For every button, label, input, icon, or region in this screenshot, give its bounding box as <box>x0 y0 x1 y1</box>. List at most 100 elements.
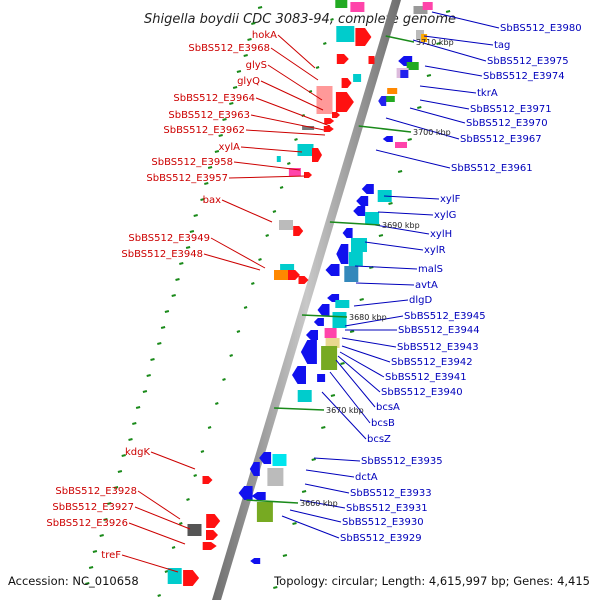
gene-label-right[interactable]: SbBS512_E3940 <box>381 387 463 398</box>
gene-feature[interactable] <box>167 568 182 584</box>
gene-feature[interactable] <box>382 136 393 142</box>
gene-feature[interactable] <box>316 86 333 114</box>
gene-label-left[interactable]: xylA <box>219 142 241 153</box>
gene-feature[interactable] <box>344 266 359 282</box>
gene-feature[interactable] <box>250 558 261 564</box>
gene-feature[interactable] <box>335 0 348 8</box>
gene-label-right[interactable]: dctA <box>355 472 378 483</box>
gene-feature[interactable] <box>259 452 272 464</box>
gene-feature[interactable] <box>335 92 354 112</box>
gene-feature[interactable] <box>395 142 407 148</box>
gene-feature[interactable] <box>321 346 338 370</box>
gene-feature[interactable] <box>298 276 309 284</box>
gene-feature[interactable] <box>325 264 340 276</box>
gene-label-left[interactable]: SbBS512_E3949 <box>128 233 210 244</box>
gene-feature[interactable] <box>348 252 363 266</box>
gene-feature[interactable] <box>384 96 395 102</box>
gene-feature[interactable] <box>279 220 293 230</box>
gene-feature[interactable] <box>202 476 213 484</box>
gene-feature[interactable] <box>400 70 409 78</box>
gene-feature[interactable] <box>332 312 347 328</box>
gene-feature[interactable] <box>365 212 380 224</box>
gene-feature[interactable] <box>350 2 365 12</box>
gene-feature[interactable] <box>317 304 330 316</box>
gene-feature[interactable] <box>274 270 288 280</box>
gene-label-left[interactable]: SbBS512_E3968 <box>188 43 270 54</box>
gene-label-right[interactable]: bcsA <box>376 402 400 413</box>
gene-label-right[interactable]: SbBS512_E3980 <box>500 23 582 34</box>
gene-feature[interactable] <box>272 454 287 466</box>
gene-feature[interactable] <box>416 30 424 40</box>
gene-feature[interactable] <box>387 88 398 94</box>
gene-feature[interactable] <box>256 502 273 522</box>
gene-feature[interactable] <box>325 338 340 348</box>
gene-feature[interactable] <box>292 366 306 384</box>
gene-feature[interactable] <box>302 126 315 130</box>
gene-feature[interactable] <box>406 62 419 70</box>
gene-label-right[interactable]: bcsZ <box>367 434 391 445</box>
gene-feature[interactable] <box>312 148 322 162</box>
gene-feature[interactable] <box>336 244 349 264</box>
gene-label-left[interactable]: SbBS512_E3963 <box>168 110 250 121</box>
gene-label-left[interactable]: glyQ <box>237 76 260 87</box>
gene-feature[interactable] <box>276 156 281 162</box>
gene-feature[interactable] <box>297 144 314 156</box>
gene-label-right[interactable]: malS <box>418 264 443 275</box>
gene-feature[interactable] <box>356 196 369 206</box>
gene-label-right[interactable]: SbBS512_E3941 <box>385 372 467 383</box>
gene-feature[interactable] <box>336 26 355 42</box>
gene-feature[interactable] <box>288 270 300 280</box>
gene-feature[interactable] <box>183 570 200 586</box>
gene-label-left[interactable]: glyS <box>246 60 267 71</box>
gene-label-right[interactable]: tag <box>494 40 510 51</box>
gene-label-left[interactable]: SbBS512_E3928 <box>55 486 137 497</box>
gene-label-left[interactable]: kdgK <box>125 447 150 458</box>
gene-feature[interactable] <box>341 78 352 88</box>
gene-feature[interactable] <box>297 390 312 402</box>
gene-label-left[interactable]: treF <box>101 550 121 561</box>
gene-label-right[interactable]: xylH <box>430 229 452 240</box>
gene-feature[interactable] <box>300 340 317 364</box>
gene-feature[interactable] <box>267 468 284 486</box>
gene-feature[interactable] <box>317 374 326 382</box>
gene-feature[interactable] <box>422 2 433 10</box>
gene-feature[interactable] <box>336 54 349 64</box>
gene-label-left[interactable]: SbBS512_E3964 <box>173 93 255 104</box>
gene-label-right[interactable]: xylF <box>440 194 461 205</box>
gene-label-right[interactable]: SbBS512_E3967 <box>460 134 542 145</box>
gene-feature[interactable] <box>332 112 340 118</box>
gene-feature[interactable] <box>342 228 353 238</box>
gene-label-right[interactable]: SbBS512_E3943 <box>397 342 479 353</box>
gene-label-left[interactable]: hokA <box>252 30 277 41</box>
gene-label-left[interactable]: bax <box>203 195 221 206</box>
gene-label-right[interactable]: SbBS512_E3970 <box>466 118 548 129</box>
gene-label-left[interactable]: SbBS512_E3948 <box>121 249 203 260</box>
gene-label-right[interactable]: SbBS512_E3933 <box>350 488 432 499</box>
gene-feature[interactable] <box>280 264 295 272</box>
gene-label-left[interactable]: SbBS512_E3957 <box>146 173 228 184</box>
gene-label-right[interactable]: SbBS512_E3931 <box>346 503 428 514</box>
gene-feature[interactable] <box>378 96 387 106</box>
gene-feature[interactable] <box>304 172 312 178</box>
gene-label-right[interactable]: tkrA <box>477 88 498 99</box>
gene-feature[interactable] <box>413 6 428 14</box>
gene-feature[interactable] <box>368 56 375 64</box>
gene-label-right[interactable]: xylG <box>434 210 456 221</box>
gene-feature[interactable] <box>313 318 324 326</box>
gene-label-left[interactable]: SbBS512_E3927 <box>52 502 134 513</box>
gene-label-right[interactable]: SbBS512_E3935 <box>361 456 443 467</box>
gene-feature[interactable] <box>335 300 350 308</box>
gene-feature[interactable] <box>238 486 253 500</box>
gene-label-right[interactable]: SbBS512_E3961 <box>451 163 533 174</box>
gene-feature[interactable] <box>353 74 362 82</box>
gene-feature[interactable] <box>293 226 304 236</box>
gene-feature[interactable] <box>353 206 366 216</box>
gene-label-right[interactable]: SbBS512_E3930 <box>342 517 424 528</box>
gene-feature[interactable] <box>351 238 367 252</box>
gene-label-left[interactable]: SbBS512_E3962 <box>163 125 245 136</box>
gene-feature[interactable] <box>251 492 266 500</box>
gene-label-left[interactable]: SbBS512_E3926 <box>46 518 128 529</box>
gene-label-right[interactable]: SbBS512_E3929 <box>340 533 422 544</box>
gene-label-right[interactable]: SbBS512_E3975 <box>487 56 569 67</box>
gene-feature[interactable] <box>206 514 221 528</box>
